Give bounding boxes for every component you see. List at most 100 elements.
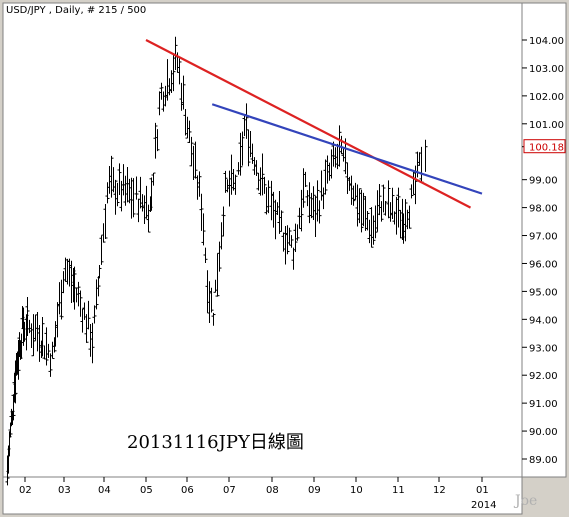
price-bar [113,179,118,215]
last-price-box [523,139,566,154]
x-tick-label: 09 [308,485,321,496]
y-tick-label: 92.00 [529,371,558,382]
price-bar [315,180,320,222]
x-tick-label: 08 [266,485,279,496]
price-bar [59,279,64,320]
price-bar [199,193,204,231]
price-bar [92,305,97,324]
price-bar [295,224,300,241]
price-bar [78,290,83,317]
price-bar [203,247,208,263]
plot-area[interactable] [2,2,523,478]
price-bar [209,287,214,313]
price-bar [96,276,101,297]
time-axis [2,476,523,515]
price-bar [31,314,36,357]
price-bar [407,205,412,229]
price-bar [299,189,304,232]
price-bar [365,210,370,231]
price-bar [386,180,391,219]
x-tick-label: 07 [223,485,236,496]
price-bar [383,201,388,216]
price-bar [101,223,106,243]
price-bar [233,174,238,195]
chart-annotation: 20131116JPY日線圖 [127,432,304,453]
price-bar [94,279,99,310]
x-tick-label: 06 [181,485,194,496]
y-tick-label: 99.00 [529,176,558,187]
watermark: Joe [513,493,537,509]
price-bar [50,341,55,360]
price-bar [262,176,267,194]
x-tick-label: 02 [19,485,32,496]
price-bar [223,170,228,193]
y-tick-label: 89.00 [529,455,558,466]
price-bar [99,235,104,265]
price-bar [90,322,95,364]
price-bar [197,171,202,197]
price-bar [189,136,194,167]
header-symbol: USD/JPY [6,5,46,16]
y-tick-label: 98.00 [529,204,558,215]
price-bar [25,296,30,336]
y-tick-label: 101.00 [529,120,564,131]
y-tick-label: 104.00 [529,36,564,47]
price-bar [381,184,386,213]
price-bar [48,353,53,377]
y-tick-label: 90.00 [529,427,558,438]
price-bar [351,185,356,206]
red-trendline[interactable] [145,39,472,209]
x-year-label: 2014 [471,500,496,511]
price-bar [76,281,81,307]
price-bar [260,153,265,196]
price-bar [379,201,384,222]
price-bar [359,189,364,233]
price-bar [238,132,243,176]
price-bar [177,58,182,85]
price-bar [266,180,271,214]
price-bar [134,176,139,200]
price-bar [373,205,378,239]
price-bar [403,199,408,242]
price-bar [105,182,110,204]
y-axis-ticks: 104.00 103.00 102.00 101.00 100.18 99.00 98.00… [522,36,566,466]
x-tick-label: 11 [392,485,405,496]
price-bar [8,422,13,438]
y-tick-label: 94.00 [529,315,558,326]
price-bar [285,225,290,255]
y-tick-label: 93.00 [529,343,558,354]
price-bar [377,184,382,216]
price-bar [131,178,136,218]
y-tick-label: 102.00 [529,92,564,103]
price-bar [201,213,206,246]
price-bar [151,172,156,186]
x-tick-label: 01 [476,485,489,496]
x-tick-label: 05 [140,485,153,496]
price-bar [171,53,176,92]
y-tick-label: 103.00 [529,64,564,75]
price-bar [97,264,102,279]
header-interval: Daily [55,5,80,16]
last-price-label: 100.18 [529,143,564,154]
price-bar [115,182,120,207]
price-bar [293,223,298,253]
price-bar [173,36,178,70]
price-bar [44,327,49,366]
price-bar [211,312,216,326]
price-bar [246,129,251,167]
price-bar [16,339,21,380]
price-bar [221,206,226,237]
price-bar [103,204,108,239]
price-bar [303,171,308,187]
price-bar [357,188,362,224]
blue-trendline[interactable] [211,103,483,195]
price-bar [181,75,186,110]
price-bar [369,207,374,248]
chart-header: USD/JPY , Daily, # 215 / 500 [6,5,146,16]
x-tick-label: 04 [98,485,111,496]
price-bar [13,360,18,404]
price-bar [287,227,292,246]
trendlines [145,39,483,209]
